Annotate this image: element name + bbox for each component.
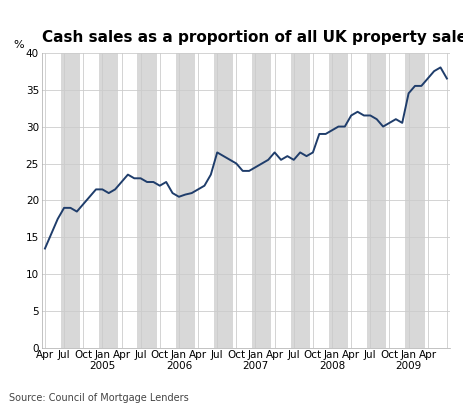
Bar [61,53,80,348]
Bar [328,53,347,348]
Text: Source: Council of Mortgage Lenders: Source: Council of Mortgage Lenders [9,393,188,403]
Bar [137,53,156,348]
Bar [99,53,118,348]
Bar [213,53,232,348]
Text: %: % [13,40,24,50]
Bar [175,53,194,348]
Bar [290,53,309,348]
Text: Cash sales as a proportion of all UK property sales: Cash sales as a proportion of all UK pro… [42,30,463,45]
Bar [366,53,385,348]
Bar [405,53,424,348]
Bar [252,53,271,348]
